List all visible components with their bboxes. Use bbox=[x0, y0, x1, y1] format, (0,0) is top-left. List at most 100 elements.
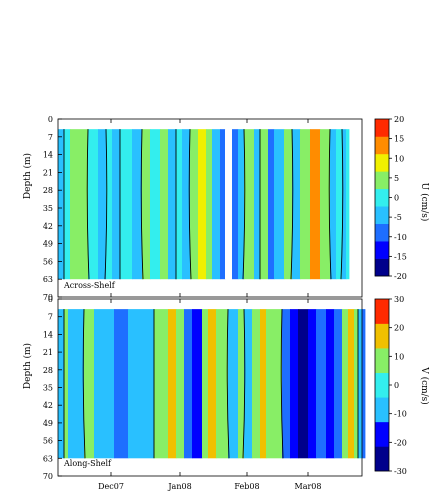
time-axis-labels: Dec07 Jan08 Feb08 Mar08 bbox=[98, 482, 321, 491]
colorbar-swatch bbox=[375, 348, 389, 374]
contour-line bbox=[242, 309, 246, 459]
velocity-band bbox=[70, 129, 89, 280]
y-tick-label: 56 bbox=[43, 257, 53, 266]
velocity-band bbox=[58, 309, 65, 459]
across-shelf-panel: 0 7 14 21 28 35 42 49 56 63 70 Depth (m) Across-Sh… bbox=[22, 115, 430, 302]
u-colorbar-label: U (cm/s) bbox=[419, 183, 430, 222]
y-tick-label: 14 bbox=[43, 151, 53, 160]
velocity-band bbox=[88, 129, 99, 280]
velocity-band bbox=[176, 309, 185, 459]
velocity-band bbox=[84, 309, 95, 459]
along-shelf-axes: 0 7 14 21 28 35 42 49 56 63 70 bbox=[43, 295, 363, 481]
contour-line bbox=[82, 309, 86, 459]
velocity-band bbox=[300, 129, 311, 280]
velocity-band bbox=[112, 129, 121, 280]
along-shelf-band-layer bbox=[58, 309, 366, 459]
velocity-band bbox=[168, 309, 177, 459]
velocity-band bbox=[238, 309, 245, 459]
colorbar-swatch bbox=[375, 446, 389, 472]
velocity-band bbox=[128, 309, 155, 459]
contour-line bbox=[242, 129, 246, 280]
velocity-band bbox=[154, 309, 169, 459]
velocity-band bbox=[184, 309, 193, 459]
velocity-band bbox=[182, 129, 191, 280]
colorbar-swatch bbox=[375, 223, 389, 242]
velocity-band bbox=[208, 309, 217, 459]
velocity-band bbox=[198, 129, 207, 280]
velocity-band bbox=[64, 129, 71, 280]
y-tick-label: 49 bbox=[43, 419, 53, 428]
colorbar-swatch bbox=[375, 323, 389, 349]
velocity-band bbox=[220, 129, 226, 280]
colorbar-tick-label: -10 bbox=[394, 410, 407, 419]
u-colorbar: 20 15 10 5 0 -5 -10 -15 -20 bbox=[374, 115, 407, 281]
velocity-band bbox=[114, 309, 129, 459]
colorbar-swatch bbox=[375, 136, 389, 155]
velocity-band bbox=[330, 129, 337, 280]
velocity-band bbox=[290, 309, 299, 459]
colorbar-tick-label: 30 bbox=[394, 295, 404, 304]
y-tick-label: 7 bbox=[48, 133, 53, 142]
colorbar-swatch bbox=[375, 299, 389, 324]
colorbar-tick-label: -5 bbox=[394, 213, 402, 222]
velocity-band bbox=[244, 309, 253, 459]
y-tick-label: 28 bbox=[43, 366, 53, 375]
contour-line bbox=[104, 129, 108, 280]
velocity-band bbox=[225, 129, 233, 280]
across-shelf-band-layer bbox=[58, 129, 350, 280]
velocity-band bbox=[202, 309, 209, 459]
velocity-band bbox=[260, 129, 269, 280]
x-tick-label: Jan08 bbox=[167, 482, 191, 491]
y-tick-label: 63 bbox=[43, 275, 53, 284]
velocity-band bbox=[298, 309, 309, 459]
velocity-band bbox=[192, 309, 203, 459]
velocity-band bbox=[284, 129, 293, 280]
velocity-band bbox=[260, 309, 267, 459]
y-tick-label: 70 bbox=[43, 293, 53, 302]
y-tick-label: 21 bbox=[43, 168, 53, 177]
velocity-band bbox=[132, 129, 143, 280]
colorbar-swatch bbox=[375, 206, 389, 224]
y-tick-label: 35 bbox=[43, 204, 53, 213]
velocity-band bbox=[238, 129, 245, 280]
across-shelf-ylabel: Depth (m) bbox=[22, 153, 33, 199]
y-tick-label: 14 bbox=[43, 330, 53, 339]
y-tick-label: 21 bbox=[43, 348, 53, 357]
contour-line bbox=[290, 129, 294, 280]
across-shelf-panel-label: Across-Shelf bbox=[63, 281, 116, 290]
velocity-band bbox=[160, 129, 169, 280]
x-tick-label: Mar08 bbox=[295, 482, 322, 491]
colorbar-swatch bbox=[375, 241, 389, 259]
velocity-band bbox=[268, 129, 275, 280]
colorbar-swatch bbox=[375, 372, 389, 398]
colorbar-tick-label: 5 bbox=[394, 174, 399, 183]
contour-line bbox=[328, 129, 332, 280]
along-shelf-panel-label: Along-Shelf bbox=[63, 459, 112, 468]
contour-line bbox=[86, 129, 90, 280]
velocity-band bbox=[348, 309, 355, 459]
velocity-band bbox=[58, 129, 65, 280]
y-tick-label: 70 bbox=[43, 472, 53, 481]
colorbar-tick-label: 0 bbox=[394, 194, 399, 203]
velocity-band bbox=[228, 309, 239, 459]
velocity-band bbox=[120, 129, 133, 280]
velocity-band bbox=[334, 309, 343, 459]
velocity-band bbox=[308, 309, 317, 459]
colorbar-tick-label: 0 bbox=[394, 381, 399, 390]
along-shelf-panel: 0 7 14 21 28 35 42 49 56 63 70 Depth (m) Along-She… bbox=[22, 295, 430, 481]
velocity-band bbox=[310, 129, 321, 280]
contour-line bbox=[226, 309, 230, 459]
y-tick-label: 0 bbox=[48, 115, 53, 124]
colorbar-tick-label: 20 bbox=[394, 115, 404, 124]
velocity-band bbox=[362, 309, 366, 459]
colorbar-swatch bbox=[375, 153, 389, 172]
contour-line bbox=[280, 309, 284, 459]
contour-line bbox=[188, 129, 192, 280]
colorbar-swatch bbox=[375, 119, 389, 137]
colorbar-swatch bbox=[375, 188, 389, 207]
velocity-band bbox=[354, 309, 359, 459]
y-tick-label: 35 bbox=[43, 384, 53, 393]
velocity-band bbox=[346, 129, 350, 280]
velocity-band bbox=[150, 129, 161, 280]
